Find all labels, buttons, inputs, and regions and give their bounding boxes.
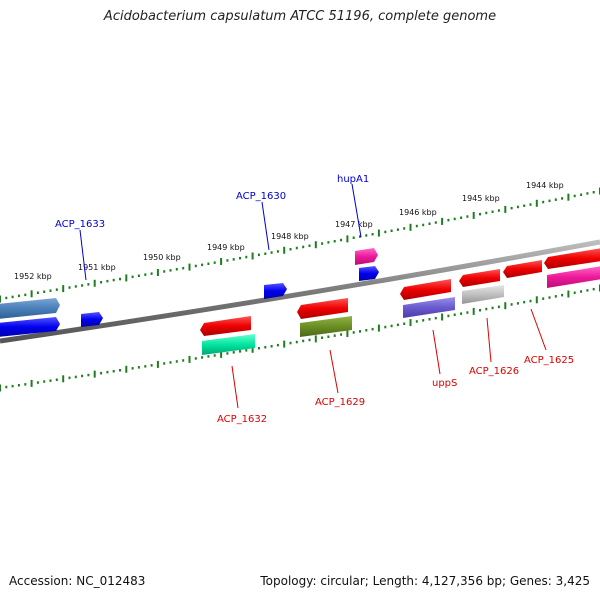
kbp-label-1948: 1948 kbp — [271, 232, 309, 241]
leader-line — [351, 183, 362, 238]
gene-label-acp1633[interactable]: ACP_1633 — [55, 219, 105, 230]
gene-feature-reverse-red[interactable] — [544, 248, 600, 269]
leader-line — [530, 308, 547, 351]
gene-feature-reverse-red[interactable] — [297, 298, 348, 319]
gene-feature-forward-blue[interactable] — [264, 283, 287, 299]
gene-feature-reverse-purple[interactable] — [403, 297, 455, 318]
gene-label-acp1630[interactable]: ACP_1630 — [236, 191, 286, 202]
gene-feature-reverse-red[interactable] — [459, 269, 500, 287]
gene-label-upps[interactable]: uppS — [432, 378, 457, 389]
leader-line — [329, 349, 339, 394]
gene-feature-forward-pink[interactable] — [355, 248, 378, 265]
kbp-label-1945: 1945 kbp — [462, 194, 500, 203]
gene-feature-forward-blue[interactable] — [0, 317, 60, 337]
leader-line — [261, 201, 270, 251]
topology-text: Topology: circular; Length: 4,127,356 bp… — [260, 574, 590, 588]
gene-feature-reverse-red[interactable] — [400, 279, 451, 300]
map-title: Acidobacterium capsulatum ATCC 51196, co… — [103, 9, 497, 24]
kbp-label-1952: 1952 kbp — [14, 272, 52, 281]
leader-line — [79, 229, 87, 281]
kbp-label-1951: 1951 kbp — [78, 263, 116, 272]
gene-feature-reverse-gray[interactable] — [462, 285, 504, 304]
gene-feature-reverse-olive[interactable] — [300, 316, 352, 337]
gene-feature-reverse-red[interactable] — [503, 260, 542, 278]
gene-feature-reverse-red[interactable] — [200, 316, 251, 336]
genome-backbone — [0, 239, 600, 344]
gene-feature-reverse-teal[interactable] — [202, 334, 255, 355]
gene-feature-forward-steel[interactable] — [0, 298, 60, 319]
gene-feature-forward-blue[interactable] — [81, 312, 103, 327]
gene-label-hupa1[interactable]: hupA1 — [337, 174, 369, 185]
leader-line — [432, 329, 441, 375]
leader-line — [486, 317, 492, 363]
kbp-label-1946: 1946 kbp — [399, 208, 437, 217]
leader-line — [231, 365, 239, 409]
accession-text: Accession: NC_012483 — [9, 574, 146, 588]
gene-label-acp1625[interactable]: ACP_1625 — [524, 355, 574, 366]
kbp-label-1947: 1947 kbp — [335, 220, 373, 229]
lower-scale-ticks — [0, 284, 600, 392]
gene-label-acp1632[interactable]: ACP_1632 — [217, 414, 267, 425]
gene-feature-forward-blue[interactable] — [359, 266, 379, 281]
kbp-label-1949: 1949 kbp — [207, 243, 245, 252]
gene-feature-reverse-pink[interactable] — [547, 266, 600, 288]
upper-scale-ticks — [0, 187, 600, 303]
gene-label-acp1629[interactable]: ACP_1629 — [315, 397, 365, 408]
gene-label-acp1626[interactable]: ACP_1626 — [469, 366, 519, 377]
kbp-label-1944: 1944 kbp — [526, 181, 564, 190]
kbp-label-1950: 1950 kbp — [143, 253, 181, 262]
